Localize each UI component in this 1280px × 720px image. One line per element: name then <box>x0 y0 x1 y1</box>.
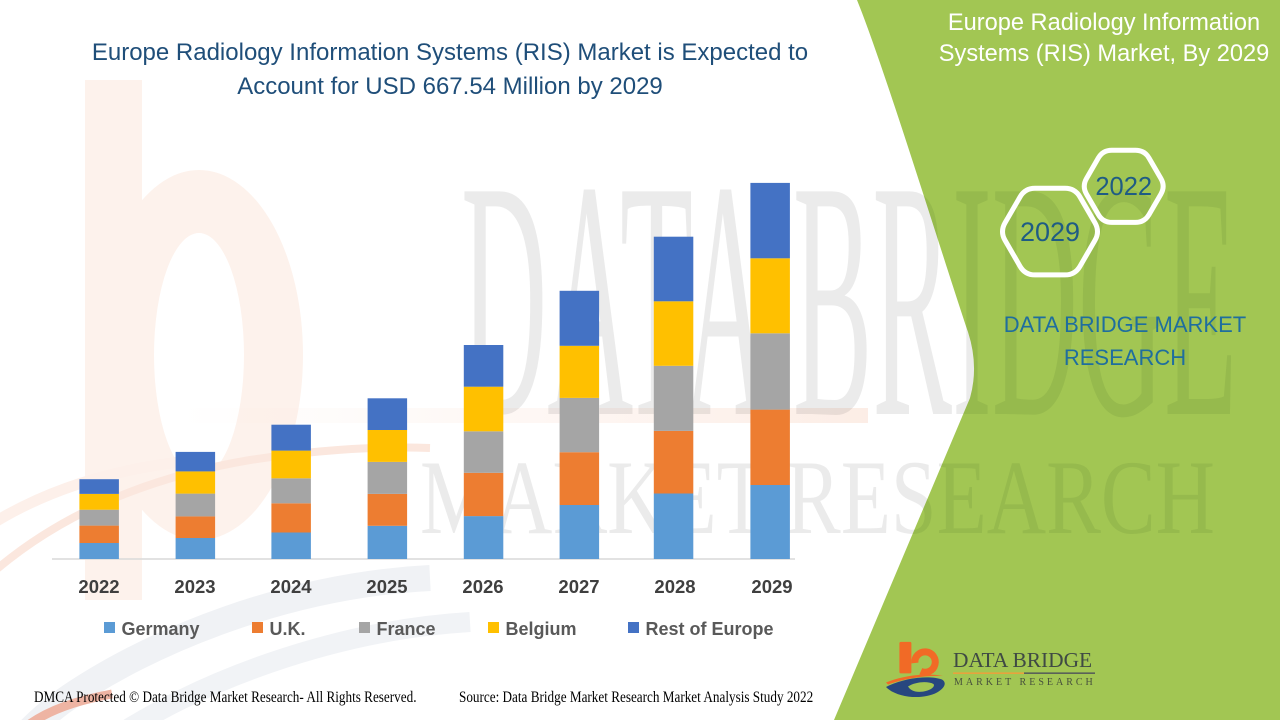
svg-text:DATA BRIDGE: DATA BRIDGE <box>953 648 1092 672</box>
svg-text:2029: 2029 <box>1020 217 1080 247</box>
svg-text:MARKET RESEARCH: MARKET RESEARCH <box>954 677 1096 688</box>
svg-text:MARKET RESEARCH: MARKET RESEARCH <box>420 439 1215 556</box>
svg-text:2022: 2022 <box>1095 173 1152 201</box>
svg-text:DATA BRIDGE: DATA BRIDGE <box>461 111 1237 488</box>
